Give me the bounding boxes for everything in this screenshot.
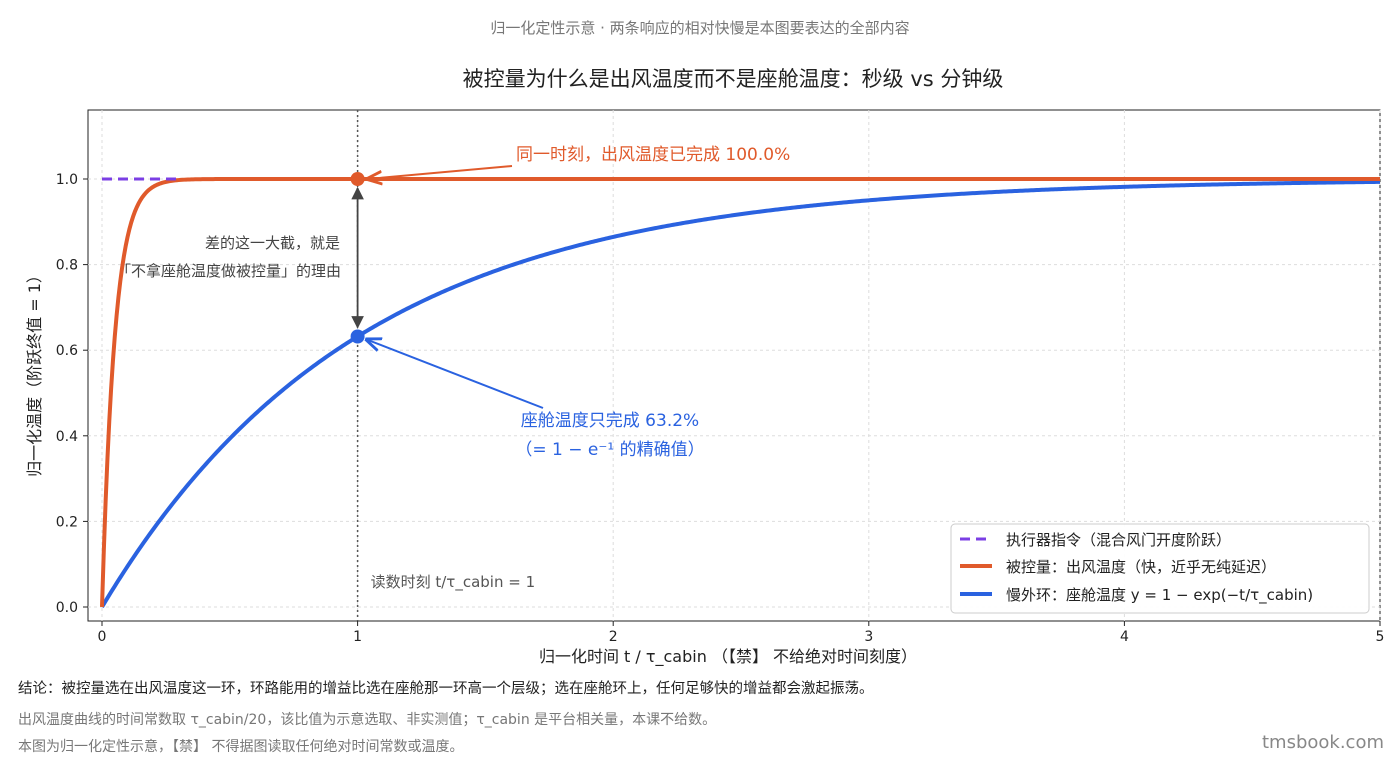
gap-annotation-line2: 「不拿座舱温度做被控量」的理由 xyxy=(116,262,341,280)
conclusion-text: 结论：被控量选在出风温度这一环，环路能用的增益比选在座舱那一环高一个层级；选在座… xyxy=(18,681,874,697)
x-tick-label: 4 xyxy=(1120,629,1129,645)
y-tick-label: 1.0 xyxy=(56,172,78,188)
outlet-annotation: 同一时刻，出风温度已完成 100.0% xyxy=(516,145,790,165)
footnote-time-constant: 出风温度曲线的时间常数取 τ_cabin/20，该比值为示意选取、非实测值；τ_… xyxy=(18,712,717,728)
y-tick-label: 0.0 xyxy=(56,600,78,616)
legend-label-outlet: 被控量：出风温度（快，近乎无纯延迟） xyxy=(1006,558,1276,576)
cabin-marker-point xyxy=(350,329,365,344)
x-axis-ticks: 0 1 2 3 4 5 xyxy=(98,621,1385,645)
y-axis-label: 归一化温度（阶跃终值 = 1） xyxy=(25,267,44,477)
y-tick-label: 0.4 xyxy=(56,429,78,445)
footnote-disclaimer: 本图为归一化定性示意，【禁】 不得据图读取任何绝对时间常数或温度。 xyxy=(18,739,464,755)
cabin-annotation-arrow xyxy=(367,340,544,409)
outlet-marker-point xyxy=(350,172,365,186)
gap-annotation-line1: 差的这一大截，就是 xyxy=(205,234,340,252)
legend-box xyxy=(950,523,1370,614)
outlet-annotation-arrow xyxy=(368,165,513,179)
legend-label-command: 执行器指令（混合风门开度阶跃） xyxy=(1006,531,1231,549)
site-watermark: tmsbook.com xyxy=(1261,732,1384,753)
legend-label-cabin: 慢外环：座舱温度 y = 1 − exp(−t/τ_cabin) xyxy=(1006,586,1313,605)
x-tick-label: 5 xyxy=(1376,629,1385,645)
chart-subtitle: 归一化定性示意 · 两条响应的相对快慢是本图要表达的全部内容 xyxy=(490,19,909,37)
reading-time-label: 读数时刻 t/τ_cabin = 1 xyxy=(371,573,536,592)
x-tick-label: 3 xyxy=(864,629,873,645)
cabin-annotation-line1: 座舱温度只完成 63.2% xyxy=(521,411,699,431)
x-tick-label: 1 xyxy=(353,629,362,645)
cabin-annotation-line2: （= 1 − e⁻¹ 的精确值） xyxy=(515,440,704,460)
y-tick-label: 0.8 xyxy=(56,258,78,274)
legend: 执行器指令（混合风门开度阶跃） 被控量：出风温度（快，近乎无纯延迟） 慢外环：座… xyxy=(950,523,1370,614)
series-line-outlet-temperature xyxy=(100,177,1380,608)
series-line-cabin-temperature xyxy=(100,179,1380,609)
x-axis-label: 归一化时间 t / τ_cabin （【禁】 不给绝对时间刻度） xyxy=(539,647,917,667)
y-tick-label: 0.2 xyxy=(56,514,78,530)
x-tick-label: 2 xyxy=(609,629,618,645)
y-axis-ticks: 0.0 0.2 0.4 0.6 0.8 1.0 xyxy=(56,172,88,616)
y-tick-label: 0.6 xyxy=(56,343,78,359)
chart-title: 被控量为什么是出风温度而不是座舱温度：秒级 vs 分钟级 xyxy=(463,67,1004,91)
x-tick-label: 0 xyxy=(98,629,107,645)
